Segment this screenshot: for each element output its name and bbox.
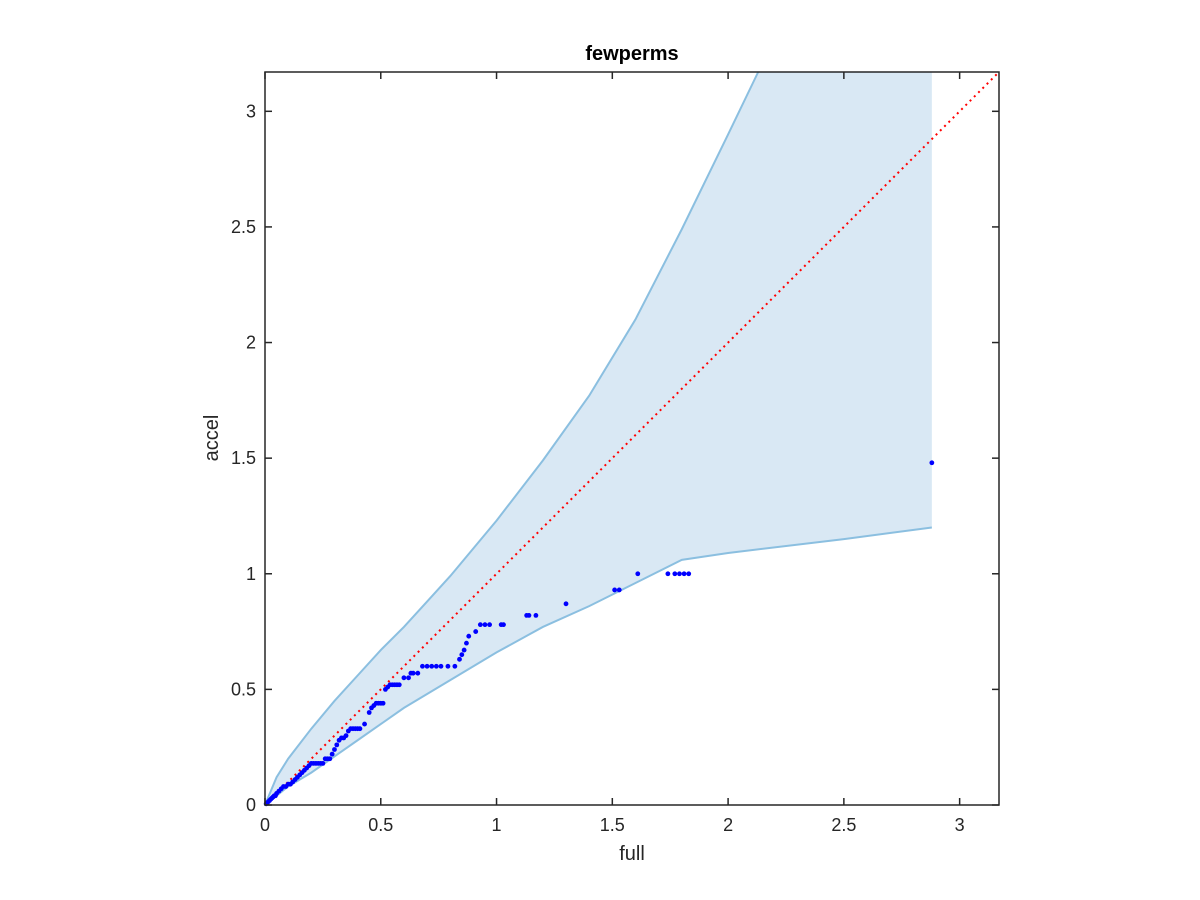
y-tick-label: 3 bbox=[246, 101, 256, 121]
chart-title: fewperms bbox=[585, 43, 678, 65]
data-point bbox=[357, 726, 363, 732]
band-lower-edge bbox=[264, 526, 932, 806]
scatter-points bbox=[263, 460, 935, 807]
x-tick-label: 2 bbox=[723, 815, 733, 835]
x-tick-label: 1.5 bbox=[600, 815, 625, 835]
y-tick-labels: 0 0.5 1 1.5 2 2.5 3 bbox=[231, 101, 256, 815]
data-point bbox=[420, 663, 425, 669]
data-point bbox=[501, 622, 506, 628]
y-tick-label: 2.5 bbox=[231, 217, 256, 237]
axes-box bbox=[264, 71, 1000, 806]
data-point bbox=[466, 633, 472, 639]
data-point bbox=[332, 747, 337, 752]
x-tick-label: 2.5 bbox=[831, 815, 856, 835]
x-tick-label: 0 bbox=[260, 815, 270, 835]
data-point bbox=[681, 571, 687, 577]
data-point bbox=[616, 587, 622, 593]
data-point bbox=[433, 663, 439, 669]
data-point bbox=[635, 571, 641, 577]
data-point bbox=[410, 670, 416, 676]
data-point bbox=[329, 751, 335, 757]
data-point bbox=[672, 571, 678, 577]
data-point bbox=[457, 656, 462, 662]
data-point bbox=[380, 700, 386, 706]
data-point bbox=[320, 760, 326, 766]
reference-line bbox=[264, 71, 1000, 806]
plot-area bbox=[263, 71, 1000, 807]
data-point bbox=[477, 622, 483, 628]
ticks bbox=[264, 72, 999, 806]
x-tick-labels: 0 0.5 1 1.5 2 2.5 3 bbox=[260, 815, 965, 835]
y-tick-label: 0.5 bbox=[231, 679, 256, 699]
data-point bbox=[343, 733, 349, 739]
data-point bbox=[362, 721, 367, 727]
data-point bbox=[461, 647, 467, 653]
reference-line-layer bbox=[264, 71, 1000, 806]
data-point bbox=[327, 756, 333, 762]
data-point bbox=[929, 460, 935, 466]
y-axis-label: accel bbox=[201, 415, 223, 462]
y-tick-label: 1.5 bbox=[231, 448, 256, 468]
data-point bbox=[452, 663, 458, 669]
data-point bbox=[686, 571, 692, 577]
data-point bbox=[473, 629, 479, 634]
axes bbox=[264, 71, 1000, 806]
x-tick-label: 1 bbox=[492, 815, 502, 835]
data-point bbox=[396, 682, 402, 688]
band-fill bbox=[265, 72, 932, 805]
y-tick-label: 2 bbox=[246, 333, 256, 353]
data-point bbox=[677, 571, 682, 577]
data-point bbox=[487, 622, 492, 628]
data-point bbox=[563, 601, 569, 607]
data-point bbox=[429, 663, 435, 669]
data-point bbox=[665, 571, 671, 577]
data-point bbox=[459, 652, 465, 658]
data-point bbox=[366, 710, 372, 715]
data-point bbox=[415, 670, 421, 676]
y-tick-label: 0 bbox=[246, 795, 256, 815]
x-tick-label: 3 bbox=[955, 815, 965, 835]
data-point bbox=[464, 640, 469, 646]
data-point bbox=[533, 612, 539, 618]
y-tick-label: 1 bbox=[246, 564, 256, 584]
data-point bbox=[482, 622, 488, 628]
confidence-band bbox=[264, 71, 932, 806]
data-point bbox=[424, 663, 430, 669]
x-axis-label: full bbox=[619, 843, 645, 865]
band-upper-edge bbox=[264, 71, 760, 806]
data-point bbox=[334, 742, 340, 748]
data-point bbox=[526, 612, 532, 618]
x-tick-label: 0.5 bbox=[368, 815, 393, 835]
data-point bbox=[406, 675, 411, 681]
data-point bbox=[445, 663, 451, 669]
data-point bbox=[438, 663, 444, 669]
data-point bbox=[612, 587, 618, 593]
data-point bbox=[401, 675, 407, 681]
